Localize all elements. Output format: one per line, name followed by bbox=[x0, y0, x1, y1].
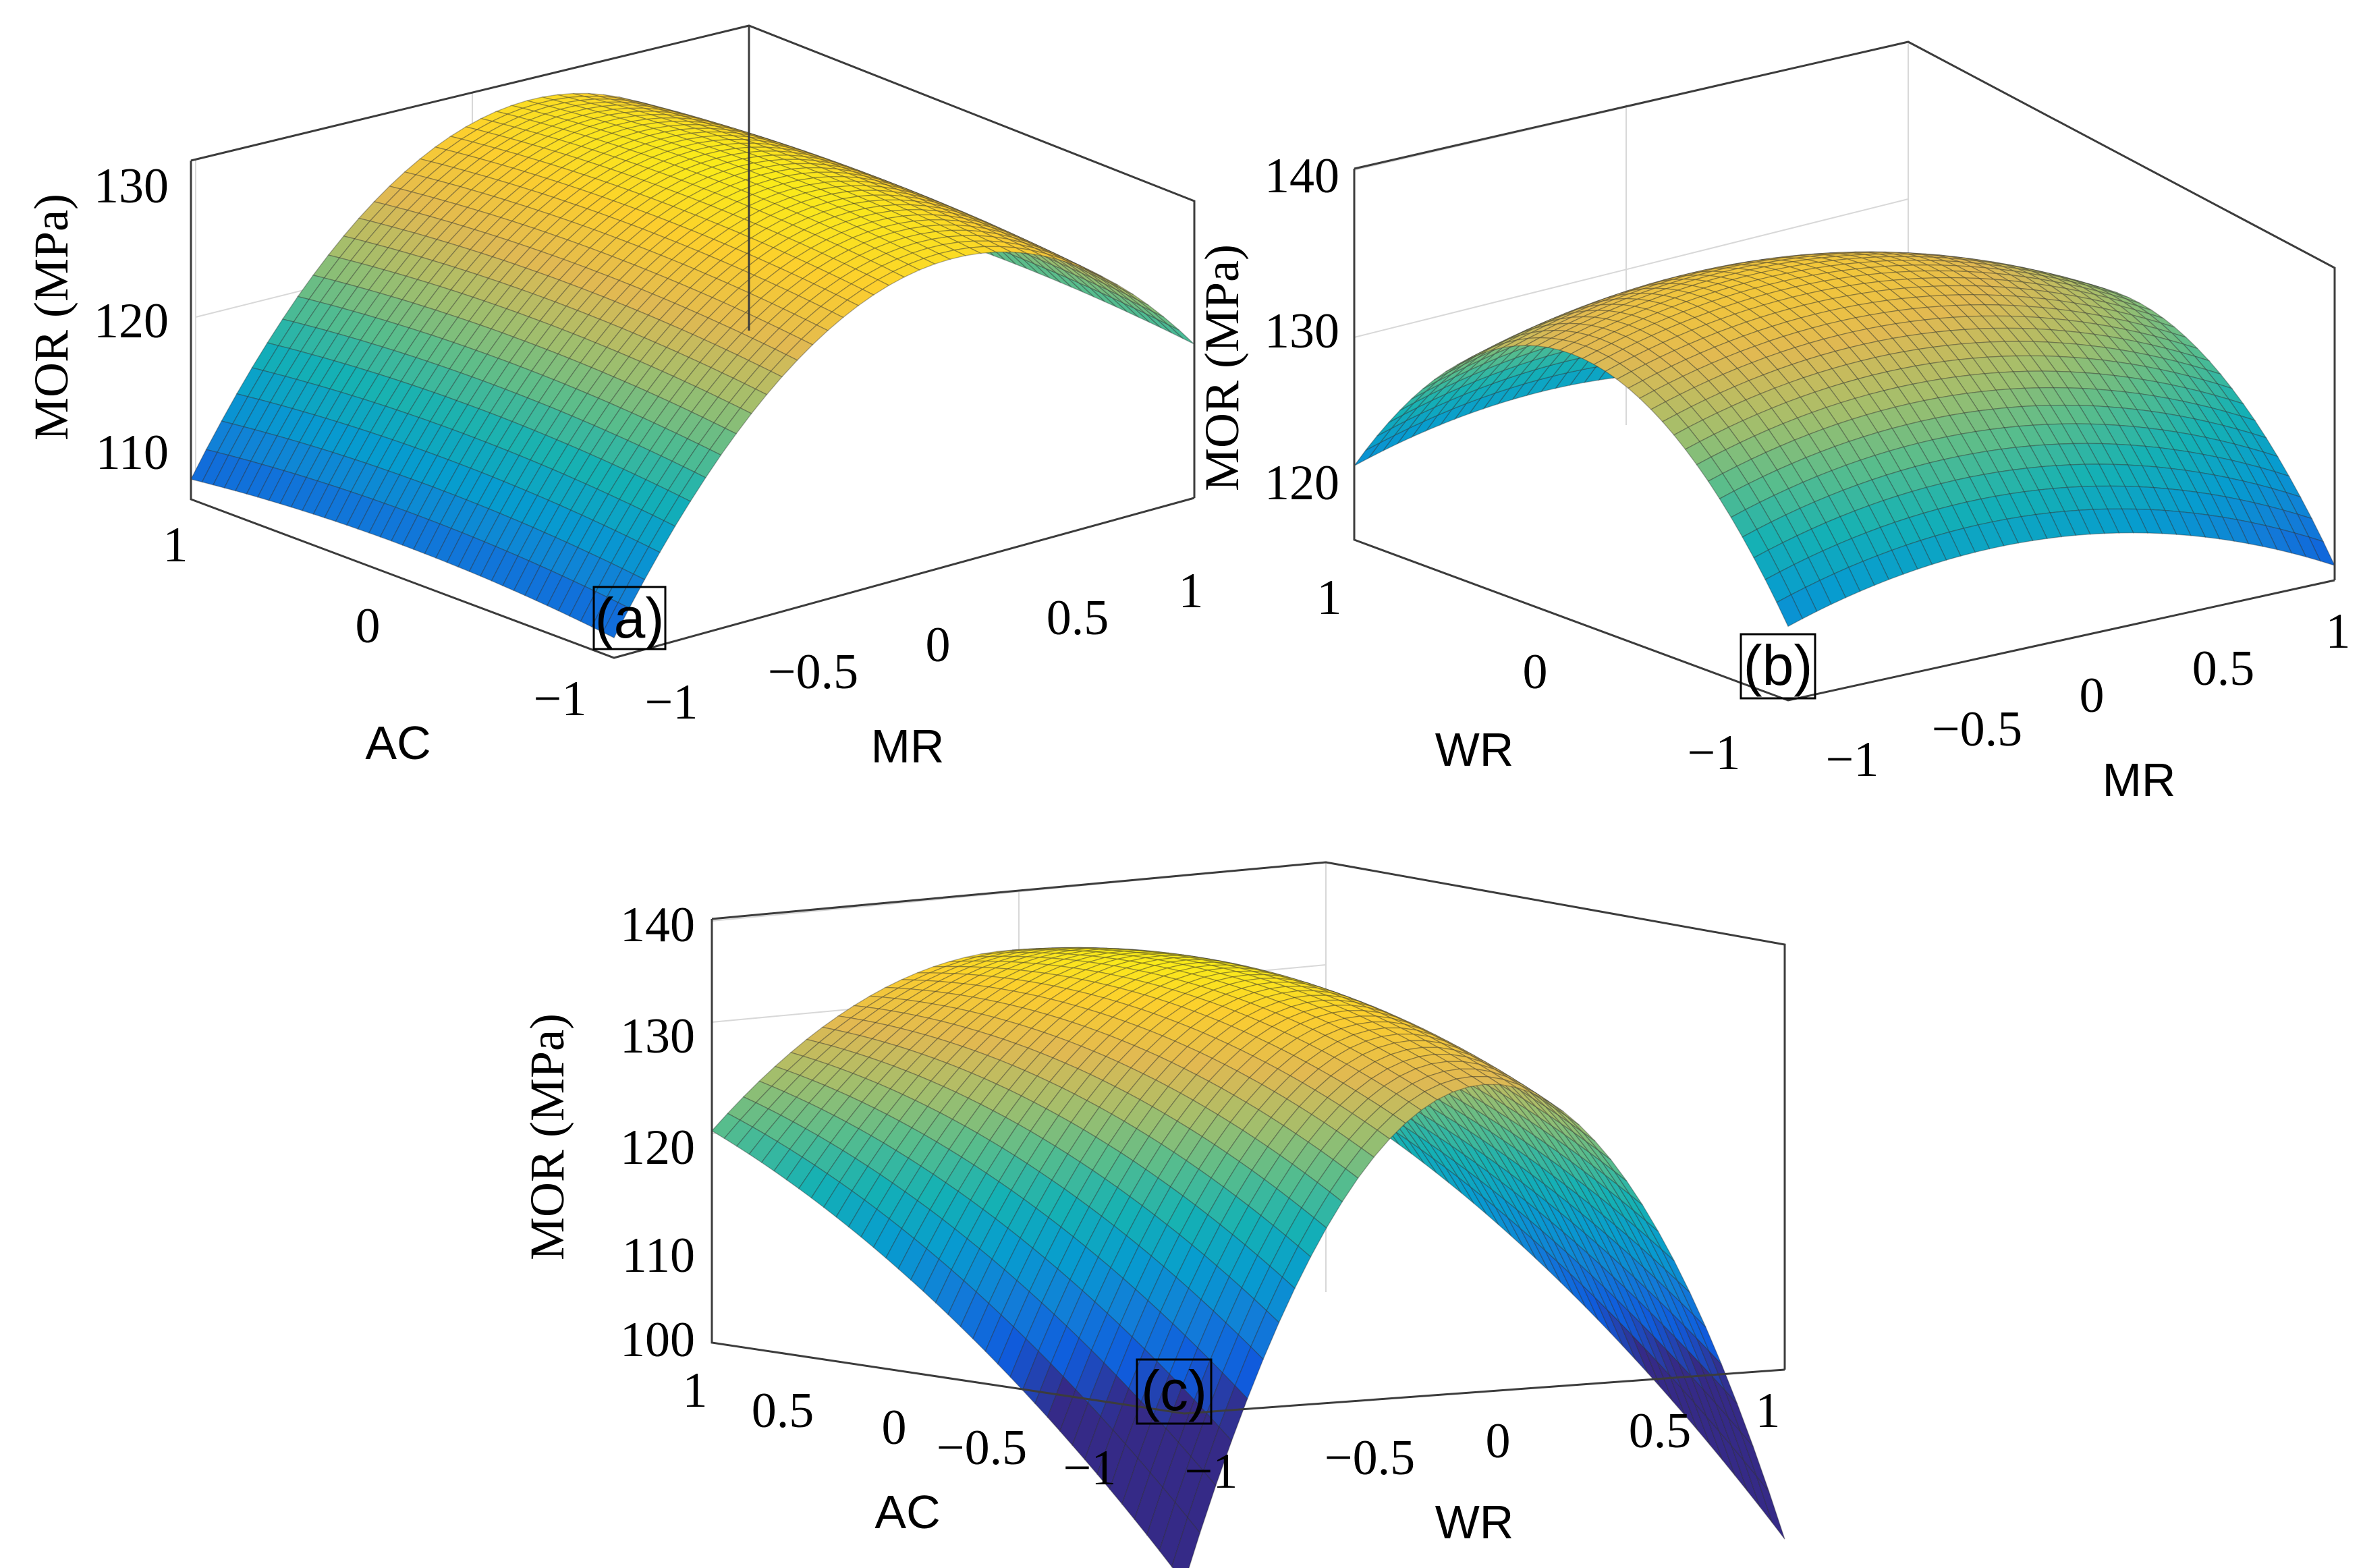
panel-c-x-tick: 0.5 bbox=[752, 1383, 814, 1438]
panel-c-z-axis-label: MOR (MPa) bbox=[520, 1013, 574, 1260]
panel-c-x-tick: 0 bbox=[882, 1400, 907, 1455]
panel-a-x-tick: 0 bbox=[356, 598, 381, 654]
panel-c-z-tick: 110 bbox=[622, 1228, 695, 1283]
panel-a-x-tick: 1 bbox=[163, 517, 188, 573]
panel-c-x-tick: 1 bbox=[683, 1363, 708, 1418]
panel-a-y-axis-label: MR bbox=[871, 720, 945, 773]
panel-c-x-tick: −1 bbox=[1063, 1440, 1117, 1496]
panel-b-x-tick: −1 bbox=[1688, 725, 1741, 781]
panel-b-surface bbox=[1354, 251, 2336, 627]
panel-a-y-tick: −1 bbox=[645, 675, 698, 730]
panel-c-z-tick: 100 bbox=[620, 1312, 695, 1368]
panel-b-y-tick: 1 bbox=[2326, 604, 2351, 659]
panel-b-y-tick: 0 bbox=[2080, 668, 2105, 723]
panel-a-z-axis-label: MOR (MPa) bbox=[24, 194, 78, 441]
panel-b-y-axis-label: MR bbox=[2103, 754, 2176, 806]
panel-a-y-tick: 0 bbox=[926, 617, 951, 673]
surface-patch bbox=[1167, 324, 1195, 345]
panel-b-z-axis-label: MOR (MPa) bbox=[1195, 244, 1249, 491]
surface-patch bbox=[968, 246, 998, 254]
panel-c-y-tick: 0.5 bbox=[1629, 1403, 1692, 1459]
panel-b-y-tick: −1 bbox=[1826, 732, 1879, 787]
panel-b-y-tick: −0.5 bbox=[1932, 702, 2022, 757]
surface-patch bbox=[922, 253, 951, 265]
panel-c-y-axis-label: WR bbox=[1435, 1496, 1514, 1548]
panel-a-x-tick: −1 bbox=[534, 671, 587, 727]
panel-a-y-tick: 1 bbox=[1179, 563, 1204, 619]
surface-patch bbox=[952, 247, 982, 256]
surface-patch bbox=[678, 471, 706, 503]
surface-patch bbox=[846, 289, 875, 306]
panel-a-z-tick: 110 bbox=[96, 425, 169, 480]
panel-c-y-tick: 0 bbox=[1486, 1413, 1511, 1469]
panel-c-surface bbox=[711, 947, 1785, 1568]
panel-a-y-tick: −0.5 bbox=[768, 644, 858, 700]
panel-a-z-tick: 120 bbox=[94, 293, 169, 349]
panel-b-z-tick: 130 bbox=[1264, 304, 1339, 359]
panel-a-surface bbox=[190, 92, 1195, 639]
panel-c-z-tick: 120 bbox=[620, 1120, 695, 1175]
panel-b-x-tick: 0 bbox=[1523, 644, 1548, 700]
panel-b-x-axis-label: WR bbox=[1435, 723, 1514, 776]
panel-c-y-tick: 1 bbox=[1756, 1383, 1781, 1438]
panel-b-z-tick: 120 bbox=[1264, 455, 1339, 511]
panel-b-chart: 140 130 120 MOR (MPa) 1 0 −1 WR −1 −0.5 … bbox=[1195, 40, 2351, 806]
panel-c-y-tick: −1 bbox=[1185, 1444, 1238, 1499]
panel-c-chart: 140 130 120 110 100 MOR (MPa) 1 0.5 0 −0… bbox=[520, 861, 1786, 1568]
panel-a-label-box bbox=[592, 586, 667, 650]
surface-patch bbox=[816, 311, 844, 331]
panel-a-x-axis-label: AC bbox=[365, 717, 430, 769]
panel-c-z-tick: 140 bbox=[620, 897, 695, 953]
panel-c-z-tick: 130 bbox=[620, 1009, 695, 1064]
panel-a-chart: 130 120 110 MOR (MPa) 1 0 −1 AC −1 −0.5 … bbox=[24, 24, 1204, 773]
panel-b-y-tick: 0.5 bbox=[2192, 641, 2255, 696]
panel-c-x-axis-label: AC bbox=[874, 1486, 940, 1538]
panel-b-z-tick: 140 bbox=[1264, 148, 1339, 204]
panel-a-z-tick: 130 bbox=[94, 159, 169, 214]
panel-b-label: (b) bbox=[1744, 634, 1813, 697]
panel-c-x-tick: −0.5 bbox=[937, 1420, 1027, 1476]
surface-patch bbox=[602, 602, 630, 639]
panel-a-frame bbox=[190, 24, 1196, 659]
panel-c-y-tick: −0.5 bbox=[1325, 1430, 1415, 1486]
panel-c-label: (c) bbox=[1141, 1359, 1207, 1422]
surface-patch bbox=[632, 546, 661, 581]
panel-a-label: (a) bbox=[595, 586, 665, 650]
panel-a-y-tick: 0.5 bbox=[1047, 590, 1109, 646]
panel-b-x-tick: 1 bbox=[1317, 570, 1342, 625]
